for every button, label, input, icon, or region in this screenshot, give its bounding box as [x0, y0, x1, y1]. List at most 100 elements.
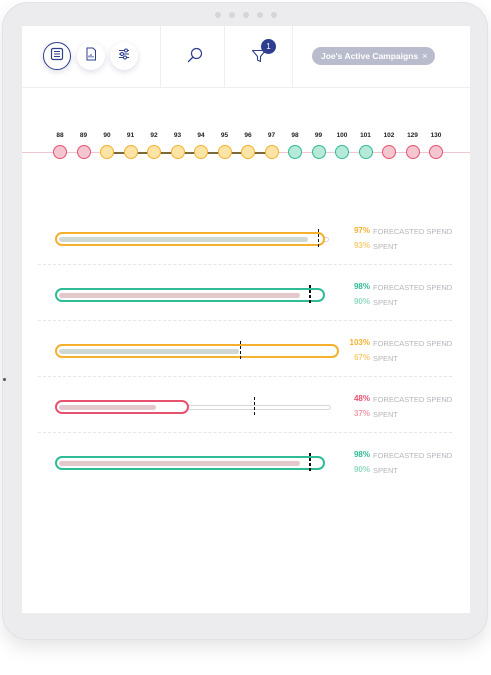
timeline-dot[interactable]	[76, 145, 91, 159]
forecast-percent: 48%	[353, 394, 370, 403]
timeline-dot[interactable]	[311, 145, 326, 159]
timeline-segment	[107, 151, 131, 154]
list-view-button[interactable]	[43, 42, 71, 70]
timeline-label: 99	[314, 132, 323, 139]
campaign-row[interactable]: 103% FORECASTED SPEND 67% SPENT	[22, 338, 470, 394]
today-marker	[239, 341, 242, 361]
timeline-segment	[201, 151, 225, 154]
today-marker	[309, 453, 311, 473]
timeline-segment	[177, 151, 201, 154]
timeline-dot[interactable]	[429, 145, 443, 159]
forecast-percent: 98%	[353, 450, 370, 459]
timeline-dot[interactable]	[335, 145, 349, 159]
timeline-label: 129	[407, 132, 418, 139]
forecast-label: FORECASTED SPEND	[373, 339, 453, 348]
campaign-row[interactable]: 48% FORECASTED SPEND 37% SPENT	[22, 394, 470, 450]
timeline-label: 98	[291, 132, 299, 139]
toolbar: 1 Joe's Active Campaigns ×	[22, 26, 470, 88]
timeline-dot[interactable]	[405, 145, 420, 159]
spent-percent: 90%	[353, 297, 370, 306]
forecast-label: FORECASTED SPEND	[373, 451, 453, 460]
budget-remaining-track	[183, 405, 331, 410]
spent-percent: 93%	[353, 241, 370, 250]
filter-count-badge: 1	[261, 39, 276, 54]
timeline-label: 96	[244, 132, 252, 139]
forecast-percent: 97%	[353, 226, 370, 235]
timeline-dot[interactable]	[170, 145, 185, 159]
spent-percent: 90%	[353, 465, 370, 474]
spent-fill	[59, 236, 308, 242]
campaign-row[interactable]: 97% FORECASTED SPEND 93% SPENT	[22, 226, 470, 282]
timeline-dot[interactable]	[53, 145, 67, 159]
sliders-icon	[117, 47, 131, 66]
spent-label: SPENT	[373, 410, 399, 419]
row-divider	[38, 320, 452, 321]
campaign-row[interactable]: 98% FORECASTED SPEND 90% SPENT	[22, 450, 470, 506]
list-view-icon	[50, 47, 64, 66]
campaign-timeline: 88 89 90 91 92 93 94 95 96 97 98 99 100 101 102 129 130	[22, 126, 470, 166]
spent-fill	[59, 292, 301, 298]
spent-fill	[59, 404, 157, 410]
forecast-bar[interactable]	[55, 288, 326, 302]
timeline-segment	[154, 151, 178, 154]
timeline-dot[interactable]	[241, 145, 255, 159]
timeline-dot[interactable]	[147, 145, 161, 159]
timeline-label: 88	[56, 132, 64, 139]
forecast-percent: 103%	[349, 338, 370, 347]
spent-label: SPENT	[373, 242, 399, 251]
timeline-label: 93	[173, 132, 182, 139]
search-icon	[186, 46, 204, 69]
report-icon	[85, 47, 97, 66]
spent-label: SPENT	[373, 466, 399, 475]
campaign-row[interactable]: 98% FORECASTED SPEND 90% SPENT	[22, 282, 470, 338]
forecast-bar[interactable]	[55, 344, 340, 358]
filter-chip-label: Joe's Active Campaigns	[321, 51, 419, 61]
timeline-dot[interactable]	[358, 145, 373, 159]
edge-dot	[3, 378, 6, 381]
timeline-dot[interactable]	[194, 145, 208, 159]
timeline-label: 91	[126, 132, 135, 139]
forecast-percent: 98%	[353, 282, 370, 291]
camera-dot	[271, 12, 277, 18]
toolbar-divider	[292, 26, 293, 88]
forecast-bar[interactable]	[55, 456, 326, 470]
toolbar-divider	[224, 26, 225, 88]
today-marker	[317, 229, 320, 249]
timeline-label: 95	[220, 132, 229, 139]
spent-percent: 37%	[353, 409, 370, 418]
settings-sliders-button[interactable]	[110, 42, 138, 70]
forecast-bar[interactable]	[55, 232, 325, 246]
forecast-bar[interactable]	[55, 400, 189, 414]
forecast-label: FORECASTED SPEND	[373, 227, 453, 236]
spent-label: SPENT	[373, 298, 399, 307]
tablet-frame: 1 Joe's Active Campaigns × 88 89 90 91 92 93 9…	[2, 2, 488, 640]
forecast-label: FORECASTED SPEND	[373, 395, 453, 404]
timeline-label: 92	[150, 132, 158, 139]
camera-dot	[257, 12, 263, 18]
today-marker	[309, 285, 311, 305]
search-button[interactable]	[185, 47, 205, 67]
active-filter-chip[interactable]: Joe's Active Campaigns ×	[312, 47, 436, 65]
forecast-label: FORECASTED SPEND	[373, 283, 453, 292]
timeline-dot[interactable]	[288, 145, 302, 159]
timeline-dot[interactable]	[382, 145, 396, 159]
spent-percent: 67%	[353, 353, 370, 362]
timeline-label: 100	[336, 132, 348, 139]
timeline-dot[interactable]	[123, 145, 138, 159]
camera-dot	[229, 12, 235, 18]
timeline-dot[interactable]	[217, 145, 232, 159]
timeline-dot[interactable]	[100, 145, 114, 159]
timeline-label: 102	[383, 132, 395, 139]
close-icon[interactable]: ×	[422, 51, 428, 61]
timeline-label: 130	[430, 132, 442, 139]
timeline-label: 89	[79, 132, 88, 139]
timeline-dot[interactable]	[264, 145, 279, 159]
timeline-segment	[130, 151, 154, 154]
row-divider	[38, 376, 452, 377]
timeline-label: 97	[267, 132, 276, 139]
row-divider	[38, 432, 452, 433]
report-button[interactable]	[77, 42, 105, 70]
camera-dot	[215, 12, 221, 18]
camera-dot	[243, 12, 249, 18]
spent-label: SPENT	[373, 354, 399, 363]
